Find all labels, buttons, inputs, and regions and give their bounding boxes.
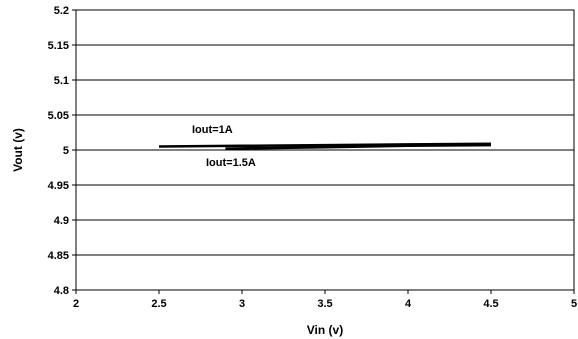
series-layer (158, 142, 492, 150)
x-axis-title: Vin (v) (307, 323, 343, 337)
y-tick-label-4: 5 (63, 145, 69, 157)
gridlines (76, 44, 574, 256)
series-line-0 (158, 142, 492, 148)
x-tick-label-5: 4.5 (483, 298, 498, 310)
y-axis-title: Vout (v) (11, 128, 25, 172)
series-label-iout-1a: Iout=1A (192, 124, 233, 136)
x-tick-label-4: 4 (405, 298, 412, 310)
x-axis-ticks: 2 2.5 3 3.5 4 4.5 5 (73, 290, 577, 310)
y-tick-label-5: 5.05 (48, 110, 69, 122)
series-line-1 (225, 143, 492, 150)
x-tick-label-3: 3.5 (317, 298, 332, 310)
x-tick-label-2: 3 (239, 298, 245, 310)
x-tick-label-6: 5 (571, 298, 577, 310)
y-tick-label-3: 4.95 (48, 180, 69, 192)
y-axis-ticks: 4.8 4.85 4.9 4.95 5 5.05 5.1 5.15 5.2 (48, 5, 76, 297)
y-tick-label-1: 4.85 (48, 250, 69, 262)
y-tick-label-7: 5.15 (48, 40, 69, 52)
y-tick-label-8: 5.2 (54, 5, 69, 17)
y-tick-label-0: 4.8 (54, 285, 69, 297)
x-tick-label-1: 2.5 (151, 298, 166, 310)
y-tick-label-6: 5.1 (54, 75, 69, 87)
x-tick-label-0: 2 (73, 298, 79, 310)
series-label-iout-1-5a: Iout=1.5A (206, 157, 256, 169)
y-tick-label-2: 4.9 (54, 215, 69, 227)
